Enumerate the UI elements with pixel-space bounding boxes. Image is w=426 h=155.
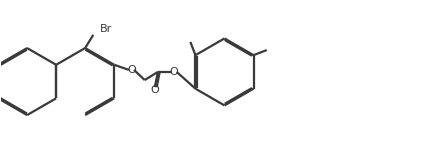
Text: O: O bbox=[127, 65, 136, 75]
Text: O: O bbox=[150, 85, 159, 95]
Text: O: O bbox=[170, 67, 178, 77]
Text: Br: Br bbox=[99, 24, 112, 34]
